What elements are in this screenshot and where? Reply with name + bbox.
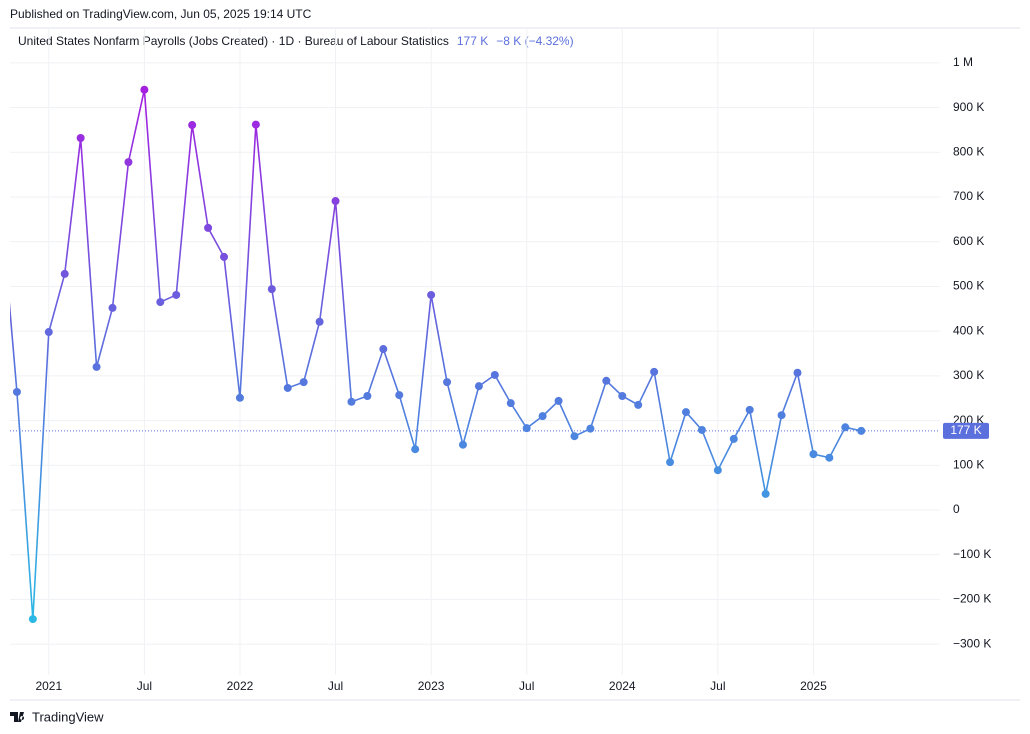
x-tick-label: Jul [519, 679, 534, 693]
x-tick-label: Jul [137, 679, 152, 693]
brand: TradingView [32, 709, 104, 724]
data-point [634, 400, 643, 409]
data-point [28, 615, 37, 624]
brand-logo: TradingView [10, 709, 104, 724]
data-point [666, 458, 675, 467]
y-tick-label: 0 [953, 502, 960, 516]
data-point [697, 425, 706, 434]
data-point [809, 450, 818, 459]
data-point [570, 432, 579, 441]
data-point [156, 298, 165, 307]
y-tick-label: 800 K [953, 144, 984, 158]
data-point [602, 376, 611, 385]
data-point [506, 399, 515, 408]
x-tick-label: 2022 [227, 679, 254, 693]
data-point [458, 440, 467, 449]
data-point [172, 290, 181, 299]
data-point [299, 378, 308, 387]
data-point [315, 317, 324, 326]
y-tick-label: 900 K [953, 100, 984, 114]
data-point [522, 424, 531, 433]
data-point [12, 387, 21, 396]
data-point [235, 393, 244, 402]
y-tick-label: 400 K [953, 323, 984, 337]
data-point [331, 197, 340, 206]
data-point [443, 378, 452, 387]
data-point [618, 391, 627, 400]
data-point [474, 382, 483, 391]
data-point [379, 345, 388, 354]
change-value: −8 K (−4.32%) [496, 34, 573, 48]
y-tick-label: −200 K [953, 592, 991, 606]
data-point [188, 121, 197, 130]
plot-area [10, 85, 940, 624]
y-tick-label: 700 K [953, 189, 984, 203]
last-value-badge-label: 177 K [950, 423, 981, 437]
y-tick-label: 500 K [953, 279, 984, 293]
data-point [841, 423, 850, 432]
data-point [395, 391, 404, 400]
data-point [267, 285, 276, 294]
x-tick-label: 2023 [418, 679, 445, 693]
x-tick-label: Jul [328, 679, 343, 693]
publisher: Published on TradingView.com, Jun 05, 20… [10, 7, 312, 21]
data-point [793, 368, 802, 377]
data-point [347, 397, 356, 406]
data-point [251, 120, 260, 129]
data-point [220, 252, 229, 261]
x-tick-label: Jul [710, 679, 725, 693]
data-point [857, 426, 866, 435]
data-point [76, 133, 85, 142]
data-point [586, 424, 595, 433]
y-tick-label: −100 K [953, 547, 991, 561]
data-point [124, 158, 133, 167]
y-tick-label: 1 M [953, 55, 973, 69]
last-value: 177 K [457, 34, 488, 48]
data-point [745, 405, 754, 414]
x-tick-label: 2021 [35, 679, 62, 693]
data-point [777, 411, 786, 420]
data-point [140, 85, 149, 94]
data-point [825, 453, 834, 462]
y-tick-label: 100 K [953, 457, 984, 471]
legend-row: United States Nonfarm Payrolls (Jobs Cre… [18, 34, 574, 48]
data-point [713, 466, 722, 475]
data-point [44, 328, 53, 337]
y-tick-label: 300 K [953, 368, 984, 382]
data-point [92, 362, 101, 371]
data-point [538, 412, 547, 421]
x-tick-label: 2024 [609, 679, 636, 693]
data-point [490, 370, 499, 379]
data-point [363, 391, 372, 400]
data-point [204, 223, 213, 232]
x-tick-label: 2025 [800, 679, 827, 693]
data-point [60, 269, 69, 278]
y-tick-label: 600 K [953, 234, 984, 248]
data-point [427, 290, 436, 299]
y-tick-label: −300 K [953, 636, 991, 650]
data-point [729, 434, 738, 443]
data-point [411, 445, 420, 454]
chart-title: United States Nonfarm Payrolls (Jobs Cre… [18, 34, 449, 48]
data-point [650, 367, 659, 376]
data-point [108, 303, 117, 312]
last-value-badge [943, 422, 989, 439]
data-point [761, 489, 770, 498]
data-point [681, 408, 690, 417]
data-point [554, 396, 563, 405]
data-point [283, 383, 292, 392]
